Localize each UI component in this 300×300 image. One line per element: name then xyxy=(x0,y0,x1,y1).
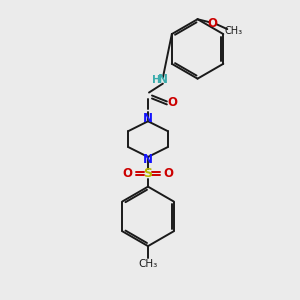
Text: N: N xyxy=(143,112,153,125)
Text: H: H xyxy=(152,75,160,85)
Text: O: O xyxy=(207,17,218,30)
Text: O: O xyxy=(164,167,174,180)
Text: O: O xyxy=(168,96,178,109)
Text: S: S xyxy=(143,167,152,180)
Text: N: N xyxy=(158,73,168,86)
Text: CH₃: CH₃ xyxy=(138,259,158,269)
Text: N: N xyxy=(143,153,153,167)
Text: O: O xyxy=(122,167,132,180)
Text: CH₃: CH₃ xyxy=(224,26,242,36)
